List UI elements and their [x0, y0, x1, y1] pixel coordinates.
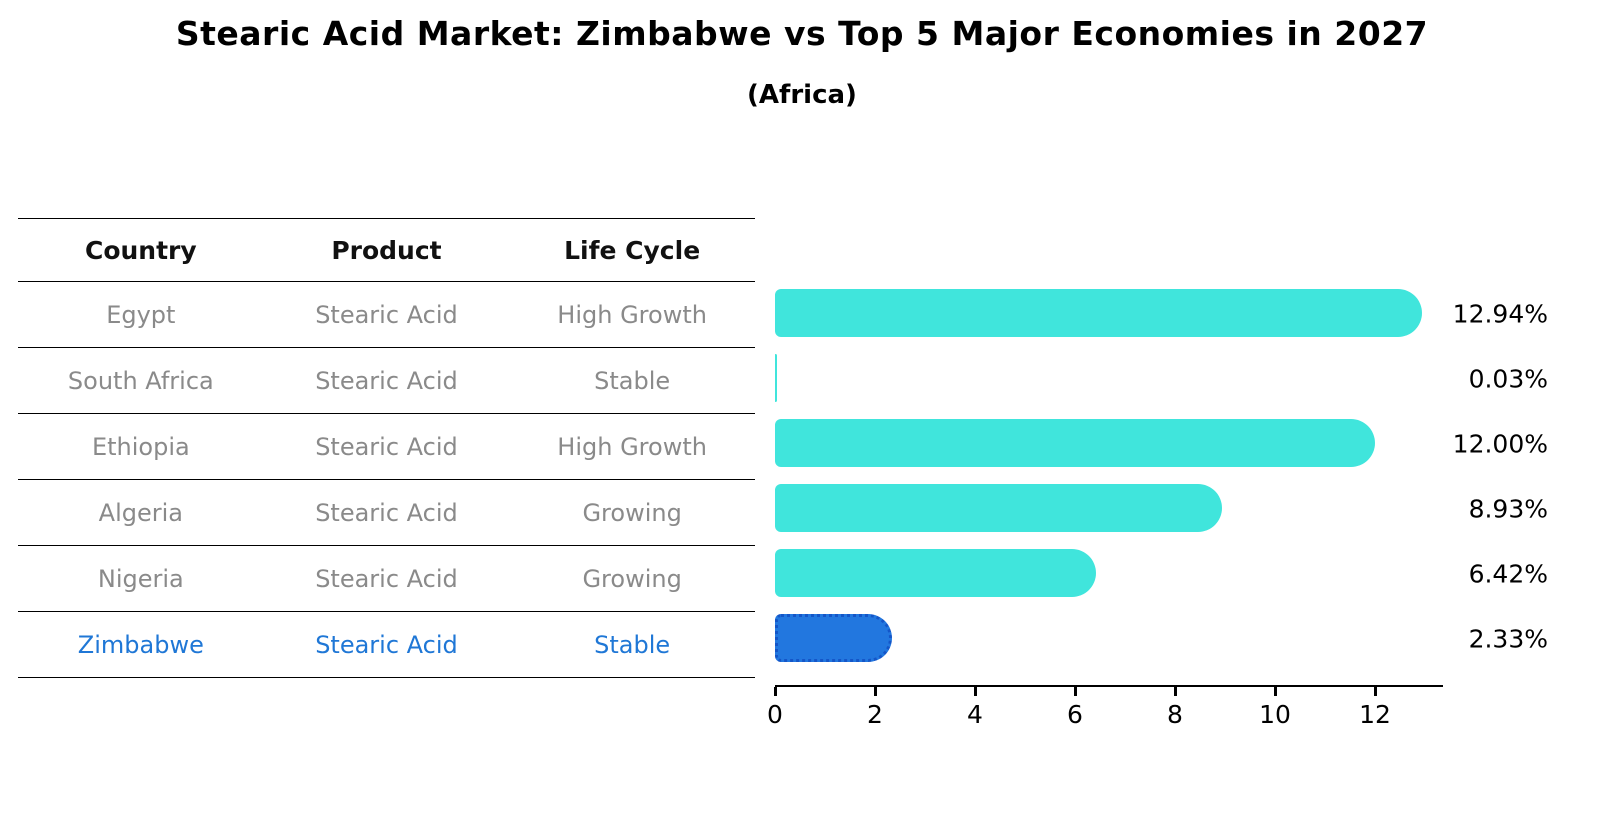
bar-row: 12.00%	[775, 411, 1548, 476]
header-product: Product	[331, 235, 442, 265]
tick-label: 10	[1259, 700, 1291, 729]
cell-product: Stearic Acid	[315, 366, 458, 395]
bar-row: 0.03%	[775, 346, 1548, 411]
tick-mark	[974, 687, 977, 696]
cell-country: Egypt	[106, 300, 176, 329]
table-row: South Africa Stearic Acid Stable	[18, 348, 755, 414]
cell-life-cycle: Stable	[594, 366, 671, 395]
tick-mark	[1374, 687, 1377, 696]
cell-life-cycle: Growing	[582, 564, 682, 593]
tick-label: 0	[767, 700, 783, 729]
tick-label: 6	[1067, 700, 1083, 729]
cell-life-cycle: Stable	[594, 630, 671, 659]
table-header-row: Country Product Life Cycle	[18, 219, 755, 282]
bar-row: 12.94%	[775, 281, 1548, 346]
country-table: Country Product Life Cycle Egypt Stearic…	[18, 218, 755, 678]
cell-product: Stearic Acid	[315, 300, 458, 329]
cell-country: Algeria	[98, 498, 183, 527]
bar-chart: 12.94% 0.03% 12.00% 8.93% 6.42% 2.33%	[775, 281, 1548, 671]
tick-label: 12	[1359, 700, 1391, 729]
table-row: Algeria Stearic Acid Growing	[18, 480, 755, 546]
bar-value-label: 6.42%	[1468, 559, 1548, 588]
bar-row: 6.42%	[775, 541, 1548, 606]
tick-label: 2	[867, 700, 883, 729]
bar-value-label: 8.93%	[1468, 494, 1548, 523]
cell-product: Stearic Acid	[315, 564, 458, 593]
bar-value-label: 12.94%	[1452, 299, 1548, 328]
bar-zimbabwe	[775, 614, 892, 662]
chart-title: Stearic Acid Market: Zimbabwe vs Top 5 M…	[175, 14, 1429, 53]
cell-product: Stearic Acid	[315, 498, 458, 527]
bar-row: 2.33%	[775, 606, 1548, 671]
cell-life-cycle: Growing	[582, 498, 682, 527]
cell-country: Nigeria	[97, 564, 184, 593]
cell-product: Stearic Acid	[315, 432, 458, 461]
tick-mark	[774, 687, 777, 696]
table-row: Nigeria Stearic Acid Growing	[18, 546, 755, 612]
table-row: Egypt Stearic Acid High Growth	[18, 282, 755, 348]
tick-mark	[874, 687, 877, 696]
bar-nigeria	[775, 549, 1096, 597]
tick-label: 8	[1167, 700, 1183, 729]
bar-ethiopia	[775, 419, 1375, 467]
tick-mark	[1074, 687, 1077, 696]
bar-egypt	[775, 289, 1422, 337]
cell-life-cycle: High Growth	[557, 432, 707, 461]
cell-country: South Africa	[67, 366, 214, 395]
bar-south-africa	[775, 354, 777, 402]
bar-row: 8.93%	[775, 476, 1548, 541]
x-axis: 0 2 4 6 8 10 12	[767, 685, 1443, 742]
bar-value-label: 0.03%	[1468, 364, 1548, 393]
cell-country: Zimbabwe	[77, 630, 204, 659]
header-life-cycle: Life Cycle	[564, 235, 701, 265]
table-row: Zimbabwe Stearic Acid Stable	[18, 612, 755, 678]
table-row: Ethiopia Stearic Acid High Growth	[18, 414, 755, 480]
tick-label: 4	[967, 700, 983, 729]
bar-value-label: 12.00%	[1452, 429, 1548, 458]
bar-algeria	[775, 484, 1222, 532]
cell-country: Ethiopia	[91, 432, 190, 461]
header-country: Country	[84, 235, 197, 265]
tick-mark	[1274, 687, 1277, 696]
cell-life-cycle: High Growth	[557, 300, 707, 329]
cell-product: Stearic Acid	[315, 630, 458, 659]
tick-mark	[1174, 687, 1177, 696]
bar-value-label: 2.33%	[1468, 624, 1548, 653]
chart-subtitle: (Africa)	[747, 80, 857, 110]
